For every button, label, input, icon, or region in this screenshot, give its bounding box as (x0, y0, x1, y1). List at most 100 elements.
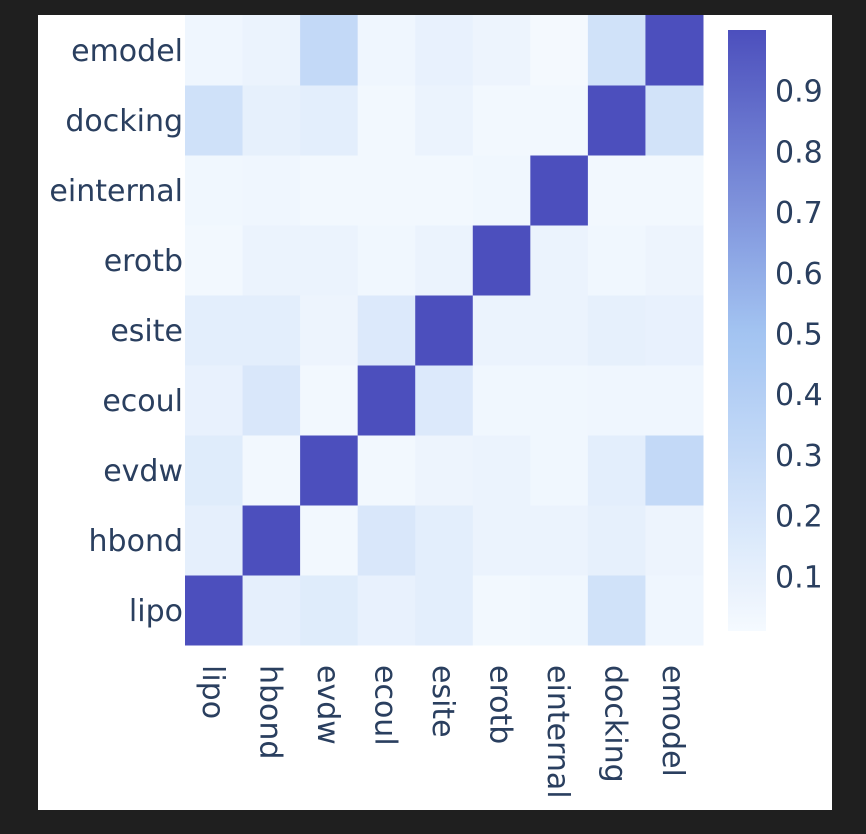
heatmap-cell-evdw-lipo[interactable] (185, 435, 244, 506)
heatmap-cell-lipo-docking[interactable] (587, 575, 646, 646)
heatmap-cell-ecoul-erotb[interactable] (472, 365, 531, 436)
heatmap-cell-evdw-hbond[interactable] (242, 435, 301, 506)
heatmap-cell-esite-lipo[interactable] (185, 295, 244, 366)
x-tick-label-erotb: erotb (483, 665, 518, 744)
heatmap-cell-docking-emodel[interactable] (645, 85, 704, 156)
y-tick-label-esite: esite (110, 314, 183, 349)
heatmap-cell-evdw-einternal[interactable] (530, 435, 589, 506)
heatmap-cell-evdw-docking[interactable] (587, 435, 646, 506)
heatmap-cell-evdw-emodel[interactable] (645, 435, 704, 506)
heatmap-cell-docking-lipo[interactable] (185, 85, 244, 156)
heatmap-cell-esite-erotb[interactable] (472, 295, 531, 366)
heatmap-cell-emodel-esite[interactable] (415, 15, 474, 86)
heatmap-cell-erotb-ecoul[interactable] (357, 225, 416, 296)
heatmap-cell-docking-docking[interactable] (587, 85, 646, 156)
y-tick-label-ecoul: ecoul (102, 384, 183, 419)
heatmap-cell-docking-esite[interactable] (415, 85, 474, 156)
heatmap-cell-docking-ecoul[interactable] (357, 85, 416, 156)
heatmap-cell-emodel-erotb[interactable] (472, 15, 531, 86)
heatmap-cell-einternal-docking[interactable] (587, 155, 646, 226)
heatmap-cell-evdw-esite[interactable] (415, 435, 474, 506)
x-tick-label-emodel: emodel (655, 665, 690, 777)
heatmap-cell-einternal-ecoul[interactable] (357, 155, 416, 226)
heatmap-cell-erotb-evdw[interactable] (300, 225, 359, 296)
colorbar-tick-label: 0.9 (775, 75, 823, 110)
heatmap-cell-erotb-hbond[interactable] (242, 225, 301, 296)
heatmap-cell-hbond-esite[interactable] (415, 505, 474, 576)
heatmap-cell-lipo-hbond[interactable] (242, 575, 301, 646)
y-tick-label-hbond: hbond (89, 524, 183, 559)
heatmap-cell-evdw-evdw[interactable] (300, 435, 359, 506)
heatmap-cell-ecoul-ecoul[interactable] (357, 365, 416, 436)
heatmap-cell-esite-einternal[interactable] (530, 295, 589, 366)
heatmap-cell-docking-erotb[interactable] (472, 85, 531, 156)
heatmap-cell-esite-ecoul[interactable] (357, 295, 416, 366)
heatmap-cell-esite-esite[interactable] (415, 295, 474, 366)
x-tick-label-ecoul: ecoul (367, 665, 402, 746)
x-tick-label-esite: esite (425, 665, 460, 738)
heatmap-cell-erotb-erotb[interactable] (472, 225, 531, 296)
colorbar-tick-labels: 0.1 0.2 0.3 0.4 0.5 0.6 0.7 0.8 0.9 (775, 75, 823, 596)
heatmap-cell-ecoul-docking[interactable] (587, 365, 646, 436)
heatmap-cell-lipo-einternal[interactable] (530, 575, 589, 646)
colorbar-tick-label: 0.2 (775, 500, 823, 535)
heatmap-cell-emodel-evdw[interactable] (300, 15, 359, 86)
heatmap-cell-hbond-einternal[interactable] (530, 505, 589, 576)
heatmap-cell-ecoul-evdw[interactable] (300, 365, 359, 436)
x-tick-label-evdw: evdw (310, 665, 345, 745)
heatmap-cell-einternal-erotb[interactable] (472, 155, 531, 226)
heatmap-cell-hbond-lipo[interactable] (185, 505, 244, 576)
y-tick-label-einternal: einternal (49, 174, 183, 209)
heatmap-cell-einternal-esite[interactable] (415, 155, 474, 226)
y-tick-label-evdw: evdw (103, 454, 183, 489)
heatmap-cell-lipo-emodel[interactable] (645, 575, 704, 646)
heatmap-cell-ecoul-einternal[interactable] (530, 365, 589, 436)
heatmap-cell-emodel-einternal[interactable] (530, 15, 589, 86)
colorbar-tick-label: 0.7 (775, 196, 823, 231)
heatmap-cell-lipo-erotb[interactable] (472, 575, 531, 646)
heatmap-cell-erotb-docking[interactable] (587, 225, 646, 296)
y-axis-tick-labels: lipo hbond evdw ecoul esite erotb einternal doc… (49, 34, 183, 629)
heatmap-cell-einternal-lipo[interactable] (185, 155, 244, 226)
heatmap-cell-hbond-docking[interactable] (587, 505, 646, 576)
heatmap-cell-evdw-ecoul[interactable] (357, 435, 416, 506)
heatmap-cell-lipo-esite[interactable] (415, 575, 474, 646)
heatmap-cell-erotb-emodel[interactable] (645, 225, 704, 296)
heatmap-cell-docking-einternal[interactable] (530, 85, 589, 156)
heatmap-cell-evdw-erotb[interactable] (472, 435, 531, 506)
y-tick-label-docking: docking (65, 104, 183, 139)
heatmap-cell-docking-hbond[interactable] (242, 85, 301, 156)
heatmap-cell-emodel-hbond[interactable] (242, 15, 301, 86)
x-tick-label-hbond: hbond (252, 665, 287, 759)
heatmap-cell-esite-hbond[interactable] (242, 295, 301, 366)
heatmap-cell-ecoul-emodel[interactable] (645, 365, 704, 436)
heatmap-cell-hbond-hbond[interactable] (242, 505, 301, 576)
heatmap-cell-einternal-emodel[interactable] (645, 155, 704, 226)
heatmap-cell-emodel-emodel[interactable] (645, 15, 704, 86)
heatmap-cell-lipo-ecoul[interactable] (357, 575, 416, 646)
y-tick-label-erotb: erotb (104, 244, 183, 279)
heatmap-cell-esite-evdw[interactable] (300, 295, 359, 366)
heatmap-cell-erotb-lipo[interactable] (185, 225, 244, 296)
heatmap-cell-ecoul-esite[interactable] (415, 365, 474, 436)
heatmap-cell-erotb-esite[interactable] (415, 225, 474, 296)
x-tick-label-lipo: lipo (195, 665, 230, 719)
heatmap-cell-hbond-erotb[interactable] (472, 505, 531, 576)
heatmap-cell-erotb-einternal[interactable] (530, 225, 589, 296)
heatmap-cell-lipo-evdw[interactable] (300, 575, 359, 646)
heatmap-cell-docking-evdw[interactable] (300, 85, 359, 156)
heatmap-cell-einternal-einternal[interactable] (530, 155, 589, 226)
heatmap-cell-hbond-evdw[interactable] (300, 505, 359, 576)
heatmap-cell-ecoul-lipo[interactable] (185, 365, 244, 436)
heatmap-cell-lipo-lipo[interactable] (185, 575, 244, 646)
heatmap-cell-hbond-emodel[interactable] (645, 505, 704, 576)
heatmap-cell-esite-emodel[interactable] (645, 295, 704, 366)
heatmap-cell-emodel-lipo[interactable] (185, 15, 244, 86)
heatmap-cell-esite-docking[interactable] (587, 295, 646, 366)
heatmap-cell-emodel-ecoul[interactable] (357, 15, 416, 86)
heatmap-cell-einternal-hbond[interactable] (242, 155, 301, 226)
heatmap-cell-ecoul-hbond[interactable] (242, 365, 301, 436)
heatmap-cell-einternal-evdw[interactable] (300, 155, 359, 226)
heatmap-cell-hbond-ecoul[interactable] (357, 505, 416, 576)
heatmap-cell-emodel-docking[interactable] (587, 15, 646, 86)
